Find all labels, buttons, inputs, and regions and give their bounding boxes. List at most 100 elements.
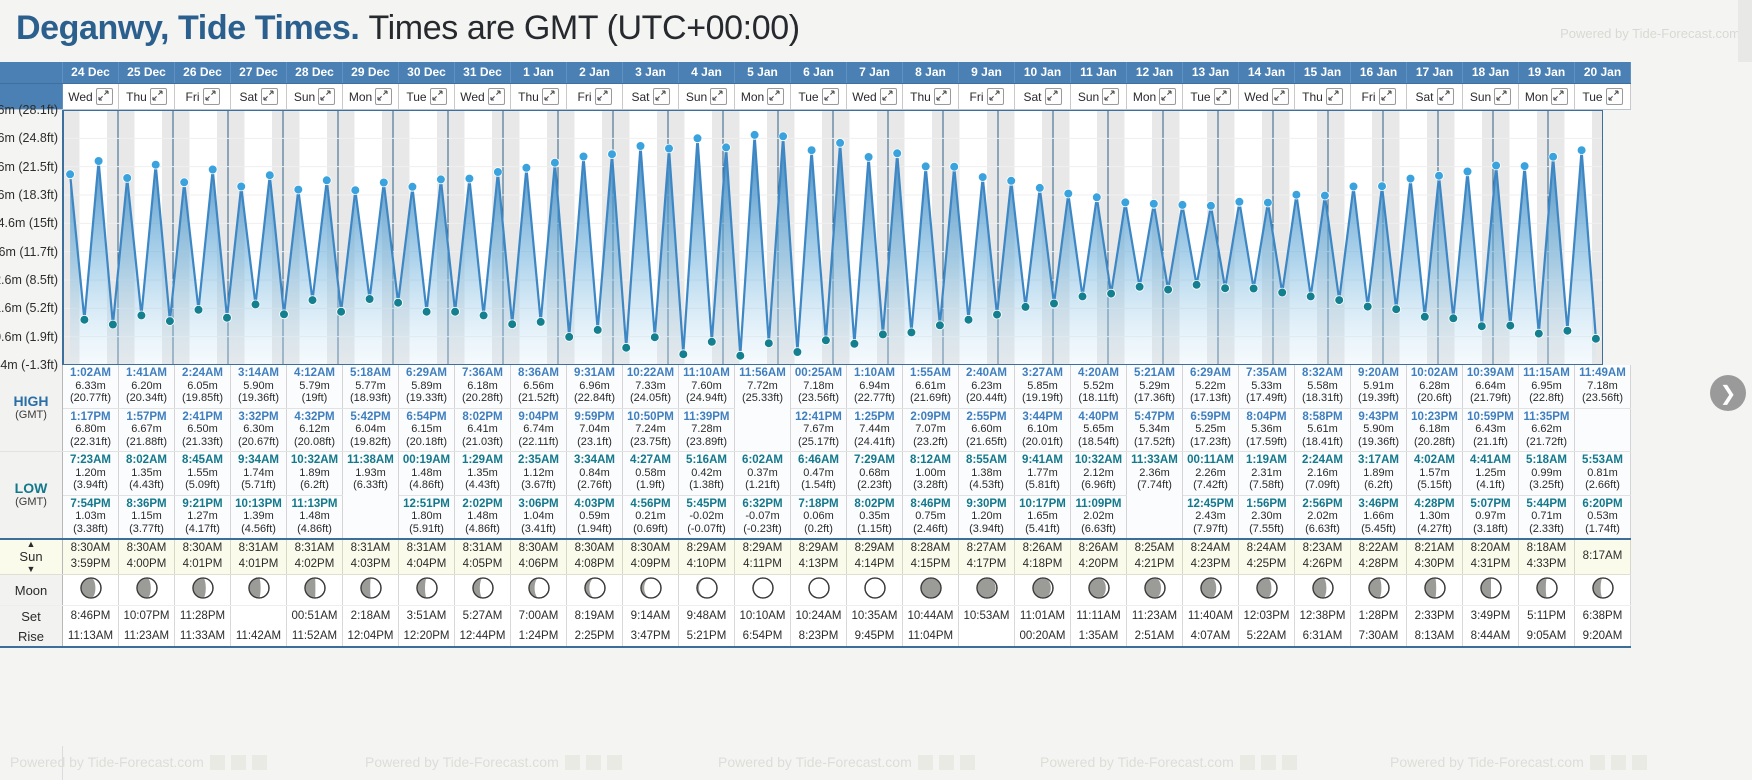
expand-icon[interactable] [1378, 88, 1396, 105]
expand-icon[interactable] [933, 88, 951, 105]
expand-icon[interactable] [986, 88, 1004, 105]
date-header-cell[interactable]: 4 Jan [678, 62, 735, 84]
expand-icon[interactable] [202, 88, 220, 105]
tide-height-m: 1.27m [187, 510, 218, 523]
date-header-cell[interactable]: 5 Jan [734, 62, 791, 84]
expand-icon[interactable] [594, 88, 612, 105]
next-days-button[interactable]: ❯ [1710, 375, 1746, 411]
date-header-cell[interactable]: 9 Jan [958, 62, 1015, 84]
tide-height-ft: (4.43ft) [129, 479, 164, 492]
sunrise-time: 8:30AM [126, 542, 167, 555]
expand-icon[interactable] [1551, 88, 1569, 105]
sunrise-time: 8:17AM [1582, 550, 1623, 563]
high-tide-cell: 5:47PM 5.34m (17.52ft) [1126, 408, 1183, 452]
expand-icon[interactable] [710, 88, 728, 105]
weekday-header-cell: Fri [174, 83, 231, 110]
date-header-cell[interactable]: 12 Jan [1126, 62, 1183, 84]
date-header-cell[interactable]: 29 Dec [342, 62, 399, 84]
tide-height-ft: (3.28ft) [913, 479, 948, 492]
expand-icon[interactable] [429, 88, 447, 105]
date-header-cell[interactable]: 20 Jan [1574, 62, 1631, 84]
date-header-cell[interactable]: 24 Dec [62, 62, 119, 84]
low-tide-cell: 9:34AM 1.74m (5.71ft) [230, 451, 287, 496]
expand-icon[interactable] [260, 88, 278, 105]
expand-icon[interactable] [767, 88, 785, 105]
tide-height-m: 7.04m [579, 423, 610, 436]
moon-phase-icon [1535, 576, 1558, 599]
date-header-cell[interactable]: 26 Dec [174, 62, 231, 84]
tide-time: 00:25AM [794, 367, 843, 379]
expand-icon[interactable] [541, 88, 559, 105]
weekday-text: Tue [1582, 89, 1603, 104]
moon-cell [342, 574, 399, 606]
expand-icon[interactable] [95, 88, 113, 105]
watermark-1: Powered by Tide-Forecast.com [10, 754, 267, 770]
date-header-cell[interactable]: 30 Dec [398, 62, 455, 84]
expand-icon[interactable] [375, 88, 393, 105]
tide-time: 6:54PM [406, 410, 447, 423]
date-header-cell[interactable]: 3 Jan [622, 62, 679, 84]
expand-icon[interactable] [1436, 88, 1454, 105]
expand-icon[interactable] [1044, 88, 1062, 105]
expand-icon[interactable] [149, 88, 167, 105]
date-header-cell[interactable]: 31 Dec [454, 62, 511, 84]
wm-icon-c [251, 754, 267, 770]
date-header-cell[interactable]: 27 Dec [230, 62, 287, 84]
date-header-cell[interactable]: 11 Jan [1070, 62, 1127, 84]
tide-time: 6:59PM [1190, 410, 1231, 423]
date-header-cell[interactable]: 7 Jan [846, 62, 903, 84]
tide-time: 8:36AM [518, 367, 559, 379]
expand-icon[interactable] [879, 88, 897, 105]
page-scrollbar[interactable] [1738, 0, 1752, 62]
tide-time: 11:10AM [683, 367, 730, 379]
expand-icon[interactable] [1102, 88, 1120, 105]
tide-time: 8:02PM [854, 497, 895, 510]
footer-divider [62, 746, 63, 780]
date-header-cell[interactable]: 2 Jan [566, 62, 623, 84]
expand-icon[interactable] [318, 88, 336, 105]
date-header-cell[interactable]: 25 Dec [118, 62, 175, 84]
tide-height-ft: (18.54ft) [1078, 435, 1119, 448]
date-header-cell[interactable]: 16 Jan [1350, 62, 1407, 84]
high-tide-cell: 5:21AM 5.29m (17.36ft) [1126, 365, 1183, 409]
expand-icon[interactable] [821, 88, 839, 105]
moonset-cell: 11:28PM [174, 605, 231, 626]
expand-icon[interactable] [487, 88, 505, 105]
date-header-cell[interactable]: 14 Jan [1238, 62, 1295, 84]
date-text: 6 Jan [803, 65, 834, 79]
date-header-cell[interactable]: 19 Jan [1518, 62, 1575, 84]
date-header-cell[interactable]: 6 Jan [790, 62, 847, 84]
high-tide-cell: 5:42PM 6.04m (19.82ft) [342, 408, 399, 452]
low-tide-cell: 8:02AM 1.35m (4.43ft) [118, 451, 175, 496]
weekday-text: Mon [1132, 89, 1157, 104]
tide-time: 9:31AM [574, 367, 615, 379]
expand-icon[interactable] [1213, 88, 1231, 105]
date-header-cell[interactable]: 13 Jan [1182, 62, 1239, 84]
date-header-cell[interactable]: 15 Jan [1294, 62, 1351, 84]
expand-icon[interactable] [1605, 88, 1623, 105]
expand-icon[interactable] [1325, 88, 1343, 105]
expand-icon[interactable] [652, 88, 670, 105]
weekday-text: Tue [1190, 89, 1211, 104]
moonrise-label: Rise [0, 626, 63, 648]
date-header-cell[interactable]: 17 Jan [1406, 62, 1463, 84]
date-text: 16 Jan [1359, 65, 1398, 79]
tide-height-m: 1.20m [75, 466, 106, 479]
tide-height-m: 6.20m [131, 379, 162, 392]
high-tide-cell: 3:32PM 6.30m (20.67ft) [230, 408, 287, 452]
date-header-cell[interactable]: 18 Jan [1462, 62, 1519, 84]
expand-icon[interactable] [1159, 88, 1177, 105]
date-header-cell[interactable]: 8 Jan [902, 62, 959, 84]
expand-icon[interactable] [1271, 88, 1289, 105]
sunrise-time: 8:23AM [1302, 542, 1343, 555]
high-tide-cell: 9:59PM 7.04m (23.1ft) [566, 408, 623, 452]
tide-height-ft: (5.91ft) [409, 522, 444, 535]
moonrise-cell: 2:25PM [566, 626, 623, 648]
date-header-cell[interactable]: 28 Dec [286, 62, 343, 84]
tide-time: 2:41PM [182, 410, 223, 423]
tide-height-m: 7.44m [859, 423, 890, 436]
date-header-cell[interactable]: 10 Jan [1014, 62, 1071, 84]
date-header-cell[interactable]: 1 Jan [510, 62, 567, 84]
expand-icon[interactable] [1494, 88, 1512, 105]
tide-time: 10:59PM [1467, 410, 1514, 423]
